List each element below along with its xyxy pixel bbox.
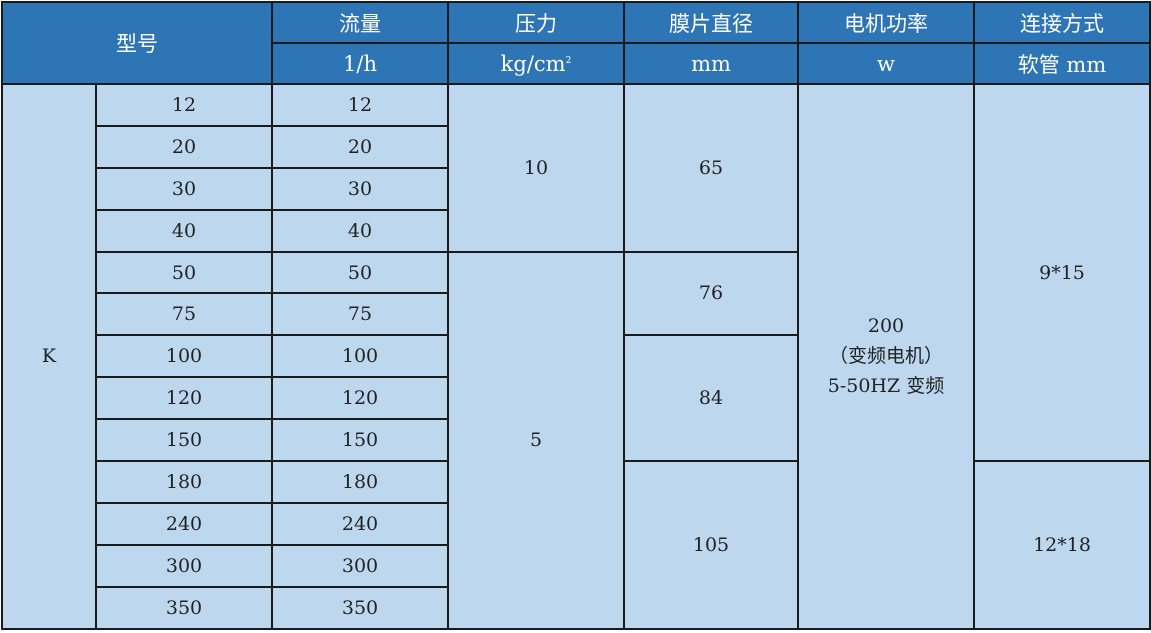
flow-cell: 240 (271, 501, 449, 546)
table-row: 20 20 (2, 124, 1150, 169)
header-unit-row: 1/h kg/cm2 mm w 软管 mm (2, 42, 1151, 85)
table-row: 120 120 (2, 376, 1150, 421)
motor-line2: （变频电机） (828, 345, 943, 368)
model-cell: 12 (95, 83, 273, 127)
flow-cell: 20 (271, 124, 449, 169)
flow-cell: 150 (271, 418, 449, 463)
motor-line1: 200 (867, 315, 905, 338)
table-row: 75 75 (2, 292, 1150, 337)
unit-pressure-sup: 2 (565, 55, 572, 66)
header-flow: 流量 (271, 1, 449, 44)
unit-diaphragm: mm (623, 42, 799, 85)
series-cell: K (1, 83, 97, 630)
flow-cell: 50 (271, 250, 449, 295)
model-cell: 75 (95, 292, 273, 337)
table-row: 240 240 (2, 501, 1150, 546)
flow-cell: 180 (271, 460, 449, 504)
table-row: 150 150 (2, 418, 1150, 463)
model-cell: 50 (95, 250, 273, 295)
flow-cell: 40 (271, 208, 449, 253)
flow-cell: 300 (271, 543, 449, 588)
header-motor: 电机功率 (797, 1, 975, 44)
motor-line3: 5-50HZ 变频 (827, 375, 945, 398)
header-model: 型号 (1, 1, 273, 85)
table-row: K 12 12 10 65 200 （变频电机） 5-50HZ 变频 9*15 (1, 82, 1151, 630)
model-cell: 120 (95, 376, 273, 421)
model-cell: 350 (95, 585, 273, 630)
header-row: 型号 流量 压力 膜片直径 电机功率 连接方式 (1, 1, 1151, 85)
diaphragm-cell: 65 (623, 83, 799, 253)
unit-connection: 软管 mm (973, 42, 1151, 85)
model-cell: 180 (95, 460, 273, 504)
unit-flow: 1/h (271, 42, 449, 85)
header-connection: 连接方式 (973, 1, 1151, 44)
model-cell: 20 (95, 124, 273, 169)
connection-cell: 9*15 (973, 82, 1151, 463)
unit-motor: w (797, 42, 975, 85)
flow-cell: 120 (271, 376, 449, 421)
flow-cell: 75 (271, 292, 449, 337)
motor-cell: 200 （变频电机） 5-50HZ 变频 (797, 83, 975, 630)
model-cell: 300 (95, 543, 273, 588)
connection-cell: 12*18 (973, 460, 1151, 630)
model-cell: 150 (95, 418, 273, 463)
model-cell: 30 (95, 166, 273, 211)
table-row: 300 300 (2, 543, 1150, 588)
table-row: 50 50 5 76 (2, 250, 1150, 630)
unit-pressure-text: kg/cm (500, 51, 566, 76)
pressure-cell: 5 (447, 250, 625, 630)
model-cell: 240 (95, 501, 273, 546)
diaphragm-cell: 84 (623, 334, 799, 463)
table-row: 30 30 (2, 166, 1150, 211)
header-pressure: 压力 (447, 1, 625, 44)
flow-cell: 100 (271, 334, 449, 379)
model-cell: 40 (95, 208, 273, 253)
table-row: 40 40 (2, 208, 1150, 253)
table-row: 350 350 (2, 585, 1150, 630)
flow-cell: 30 (271, 166, 449, 211)
header-diaphragm: 膜片直径 (623, 1, 799, 44)
unit-pressure: kg/cm2 (447, 42, 625, 85)
flow-cell: 350 (271, 585, 449, 630)
pressure-cell: 10 (447, 83, 625, 253)
table-row: 180 180 105 12*18 (2, 460, 1151, 630)
flow-cell: 12 (271, 83, 449, 127)
diaphragm-cell: 76 (623, 250, 799, 337)
table-row: 100 100 84 (2, 334, 1150, 463)
diaphragm-cell: 105 (623, 460, 799, 630)
model-cell: 100 (95, 334, 273, 379)
